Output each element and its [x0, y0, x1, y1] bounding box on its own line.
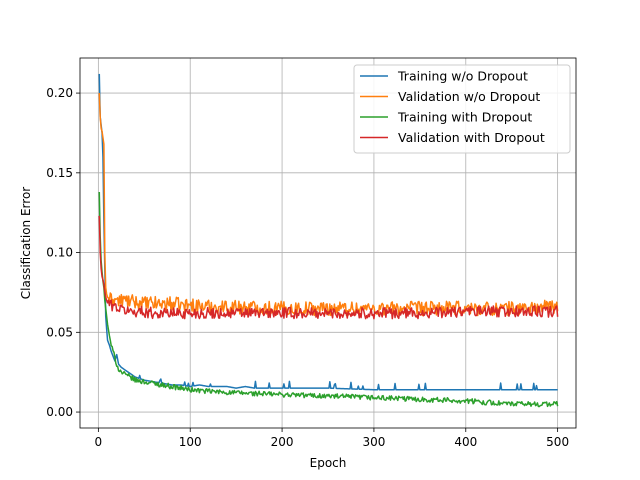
y-axis-label: Classification Error [19, 187, 33, 300]
legend-box [353, 64, 571, 154]
x-axis-label: Epoch [310, 456, 347, 470]
x-tick-label: 0 [95, 435, 103, 449]
x-tick-label: 200 [271, 435, 294, 449]
series-line-training-w-o-dropout [98, 73, 558, 391]
legend: Training w/o Dropout Validation w/o Dropo… [353, 64, 571, 154]
series-line-training-with-dropout [98, 191, 559, 408]
x-tick-label: 400 [454, 435, 477, 449]
plot-frame [79, 57, 577, 429]
legend-label: Validation w/o Dropout [398, 89, 540, 104]
x-tick-label: 500 [546, 435, 569, 449]
y-tick-label: 0.00 [46, 405, 73, 419]
legend-label: Training w/o Dropout [397, 69, 528, 84]
y-tick-label: 0.10 [46, 246, 73, 260]
x-tick-label: 100 [179, 435, 202, 449]
plot-lines [98, 73, 559, 408]
y-tick-label: 0.05 [46, 325, 73, 339]
y-tick-label: 0.20 [46, 86, 73, 100]
y-tick-label: 0.15 [46, 166, 73, 180]
x-axis-ticks: 0 100 200 300 400 500 [95, 428, 569, 449]
legend-label: Validation with Dropout [398, 130, 545, 145]
series-line-validation-with-dropout [98, 215, 559, 320]
x-tick-label: 300 [362, 435, 385, 449]
y-axis-ticks: 0.00 0.05 0.10 0.15 0.20 [46, 86, 80, 419]
legend-label: Training with Dropout [397, 110, 532, 125]
